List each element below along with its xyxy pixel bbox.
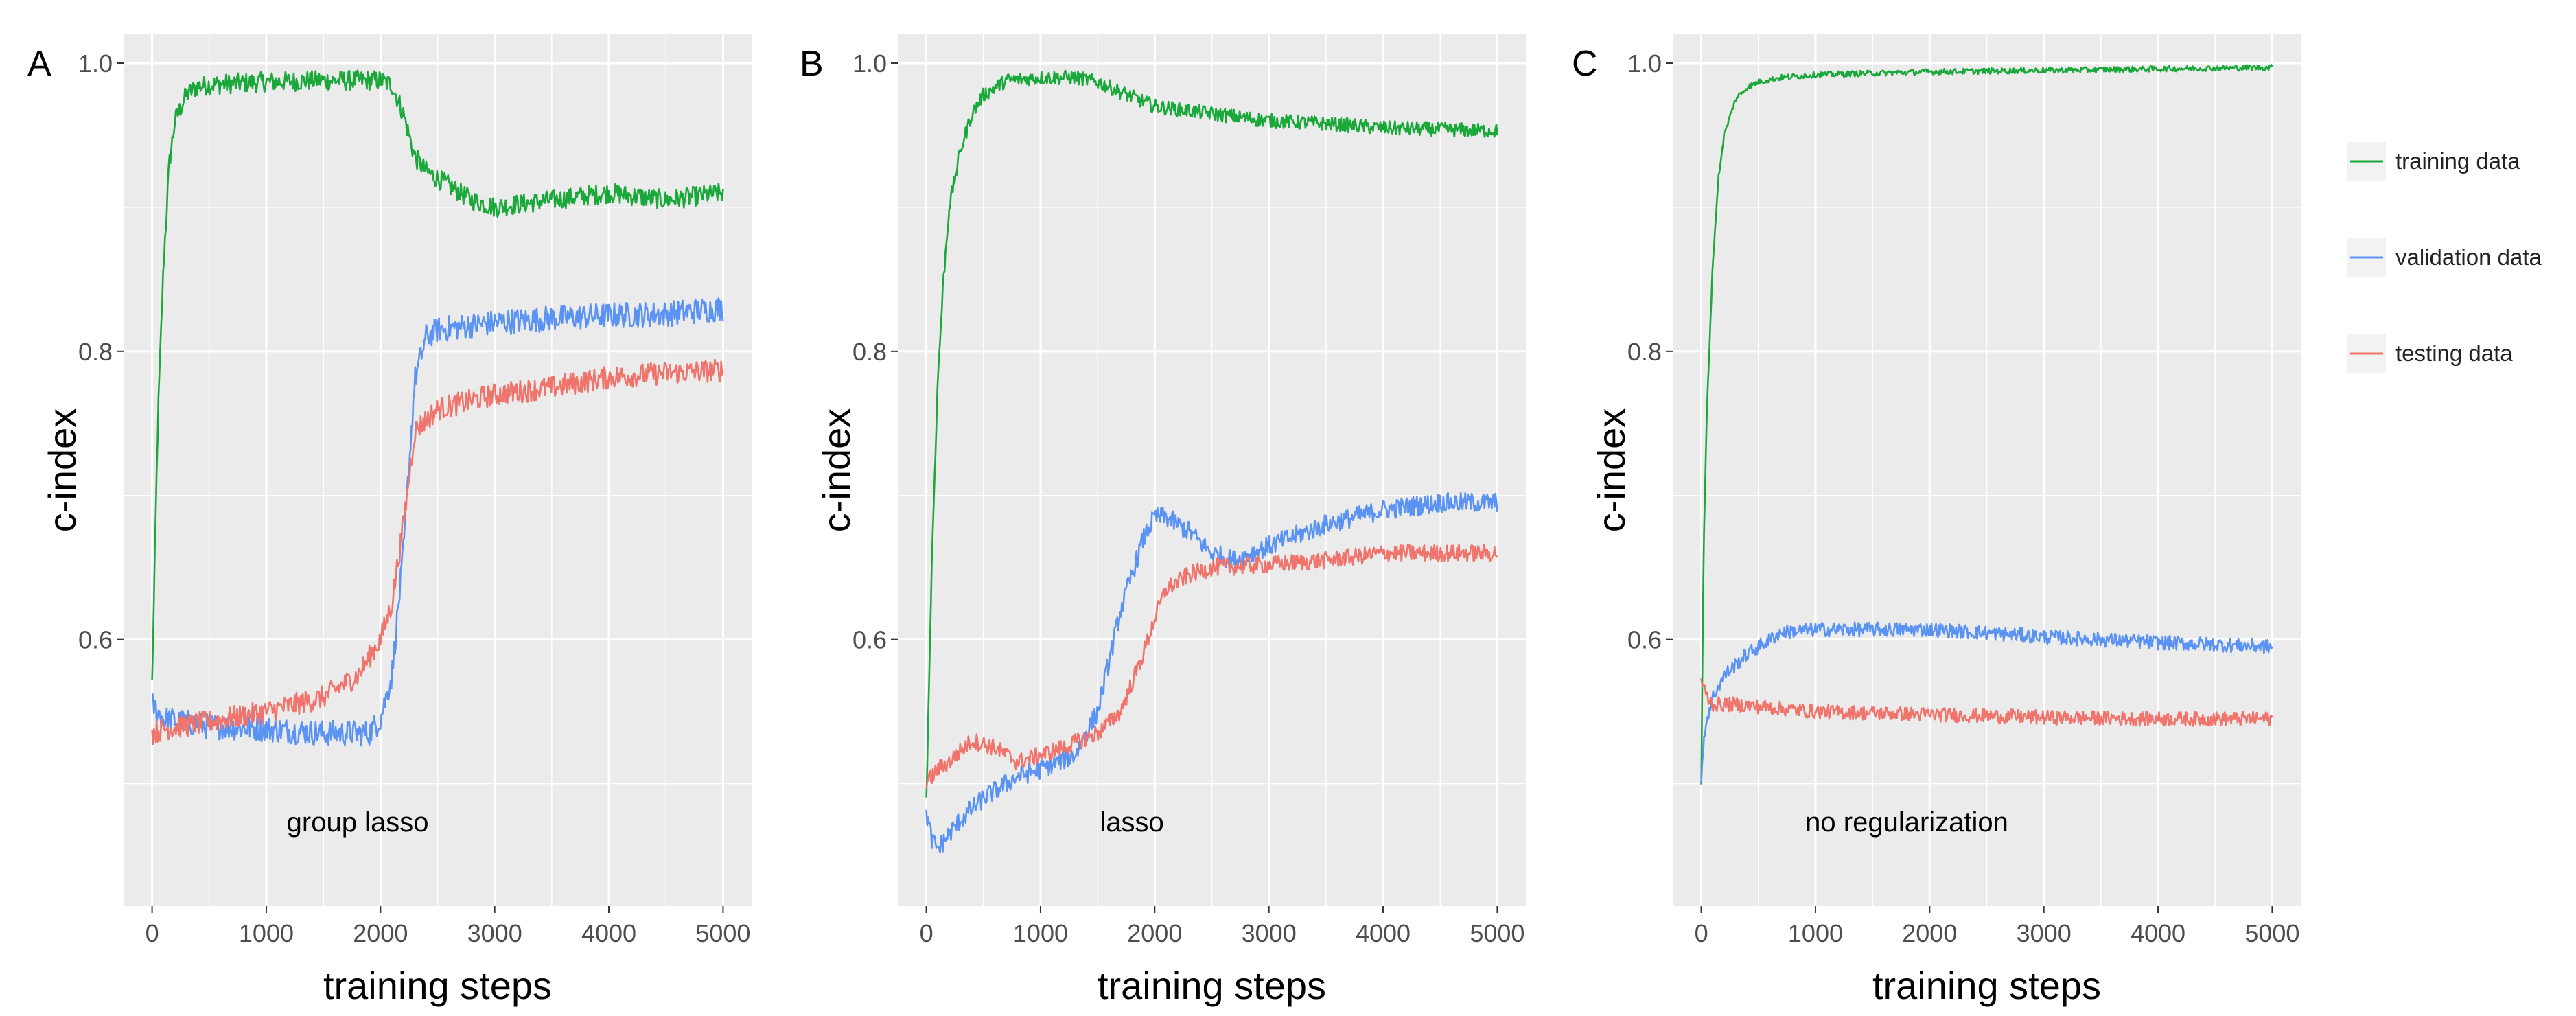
series-line-testing [1700,678,2273,727]
panel-annotation: lasso [1100,807,1163,838]
x-tick-label: 1000 [239,919,294,947]
series-line-validation [925,492,1498,853]
y-axis-title: c-index [1590,408,1633,533]
legend-item-testing: testing data [2347,334,2513,373]
series-line-training [925,69,1498,798]
x-axis-title: training steps [1098,964,1326,1007]
x-tick-label: 2000 [1902,919,1957,947]
x-tick-label: 5000 [1470,919,1524,947]
y-tick-label: 0.6 [1627,626,1662,654]
legend-item-training: training data [2347,142,2520,181]
y-tick-label: 1.0 [78,49,113,78]
x-tick-label: 0 [146,919,159,947]
y-tick-label: 0.8 [78,338,113,366]
x-axis-title: training steps [1872,964,2101,1007]
series-line-validation [151,297,724,747]
legend-item-validation: validation data [2347,238,2542,277]
panel-letter: A [27,44,51,84]
series-line-training [1700,64,2273,785]
x-tick-label: 4000 [1356,919,1411,947]
y-tick-label: 0.8 [1627,338,1662,366]
x-tick-label: 0 [1695,919,1708,947]
x-tick-label: 3000 [1242,919,1297,947]
y-tick-label: 1.0 [1627,49,1662,78]
panel-letter: C [1572,44,1598,84]
y-tick-label: 0.6 [78,626,113,654]
series-line-validation [1700,621,2273,783]
x-tick-label: 4000 [2131,919,2185,947]
panel-letter: B [800,44,824,84]
x-tick-label: 1000 [1788,919,1843,947]
legend: training data validation data testing data [2347,142,2542,373]
panels: 0 1000 2000 3000 4000 5000 0.6 0.8 1.0 group lass… [27,34,2301,1007]
x-tick-label: 0 [920,919,933,947]
panel-annotation: no regularization [1805,807,2008,838]
x-tick-label: 3000 [2017,919,2072,947]
series-line-training [151,69,724,680]
series-line-testing [925,544,1498,790]
y-axis-title: c-index [40,408,84,533]
legend-label: training data [2395,148,2520,174]
panel-annotation: group lasso [287,807,429,838]
y-tick-label: 1.0 [852,49,887,78]
x-axis-title: training steps [323,964,552,1007]
x-tick-label: 3000 [467,919,522,947]
x-tick-label: 4000 [581,919,636,947]
y-axis-title: c-index [815,408,858,533]
panel-a: 0 1000 2000 3000 4000 5000 0.6 0.8 1.0 group lass… [27,34,752,1007]
x-tick-label: 2000 [353,919,408,947]
y-tick-label: 0.8 [852,338,887,366]
x-tick-label: 1000 [1013,919,1068,947]
panel-b: 0 1000 2000 3000 4000 5000 0.6 0.8 1.0 lasso train… [800,34,1526,1007]
legend-label: testing data [2395,340,2513,366]
x-tick-label: 5000 [2244,919,2299,947]
x-tick-label: 2000 [1127,919,1182,947]
legend-label: validation data [2395,244,2542,270]
series-line-testing [151,358,724,746]
y-tick-label: 0.6 [852,626,887,654]
panel-c: 0 1000 2000 3000 4000 5000 0.6 0.8 1.0 no regular… [1572,34,2301,1007]
x-tick-label: 5000 [695,919,750,947]
